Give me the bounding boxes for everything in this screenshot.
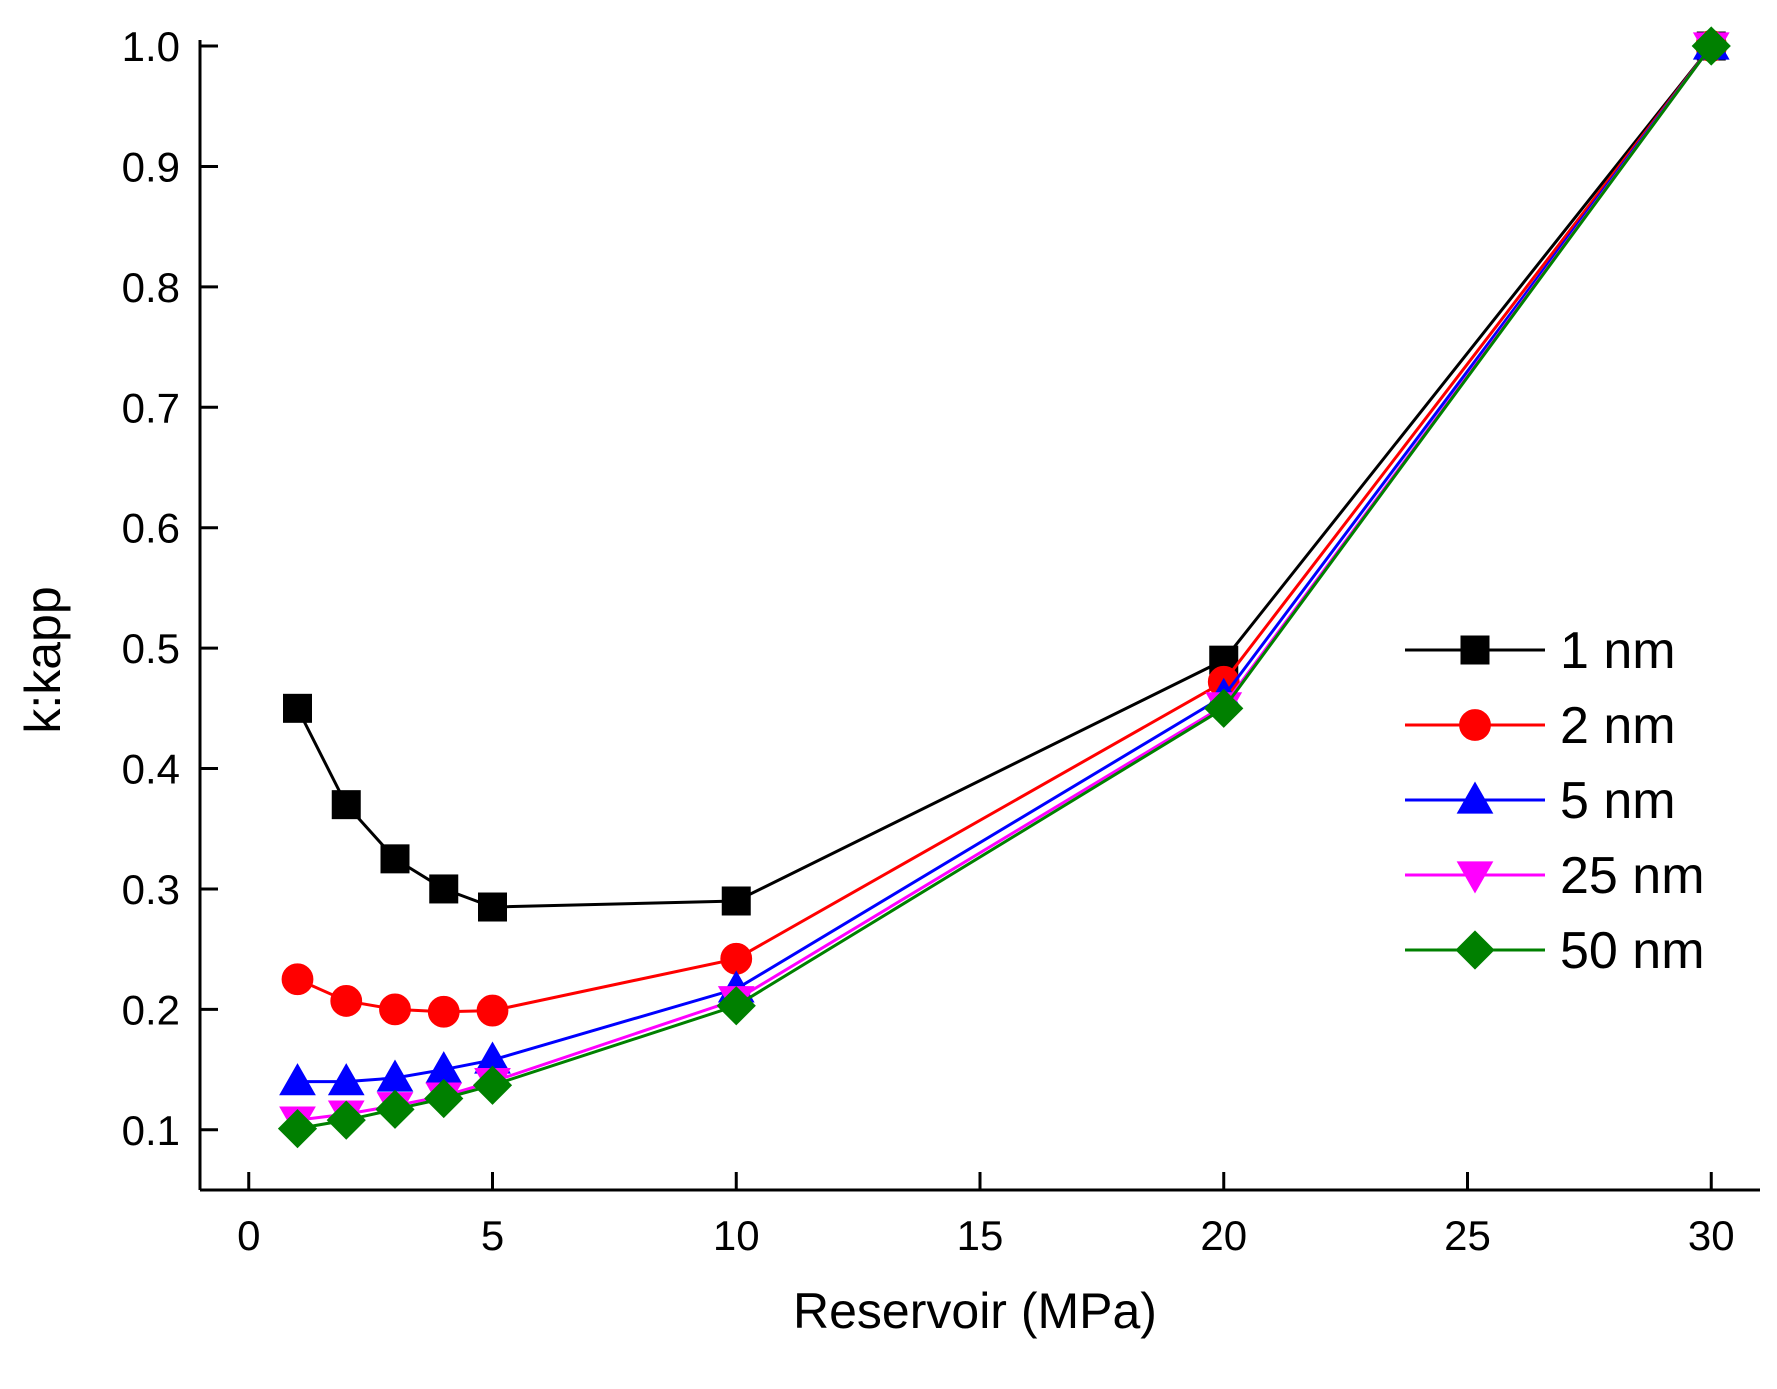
data-point xyxy=(721,886,751,916)
data-point xyxy=(277,1108,318,1149)
data-point xyxy=(1691,26,1731,66)
data-point xyxy=(283,693,312,723)
x-tick-label: 15 xyxy=(957,1212,1004,1259)
data-point xyxy=(472,1065,513,1105)
y-tick-label: 0.5 xyxy=(122,625,180,672)
legend-marker xyxy=(1456,861,1494,894)
data-point xyxy=(1204,688,1244,728)
data-point xyxy=(720,942,753,975)
data-point xyxy=(326,1100,366,1140)
x-tick-label: 10 xyxy=(713,1212,760,1259)
series-group xyxy=(277,26,1731,1149)
legend-marker xyxy=(1460,635,1490,665)
legend-label: 2 nm xyxy=(1560,697,1676,755)
series-2-nm xyxy=(281,30,1728,1028)
series-line xyxy=(297,45,1713,1084)
axes: 0 5 10 15 20 25 30 0.1 0.2 0.3 0.4 0.5 0.6 0.7 0.8 0.9 1… xyxy=(122,23,1760,1259)
legend-marker xyxy=(1459,709,1491,741)
data-point xyxy=(375,1089,415,1129)
series-line xyxy=(297,45,1713,1131)
data-point xyxy=(478,892,507,922)
x-tick-label: 30 xyxy=(1688,1212,1735,1259)
series-line xyxy=(297,45,1713,1122)
data-point xyxy=(380,844,410,874)
y-axis-title: k:kapp xyxy=(15,586,71,733)
series-5-nm xyxy=(279,27,1730,1096)
series-50-nm xyxy=(277,26,1731,1149)
data-point xyxy=(330,985,363,1017)
legend-item: 1 nm xyxy=(1405,622,1676,680)
y-tick-label: 0.4 xyxy=(122,746,180,793)
data-point xyxy=(476,994,509,1027)
legend-label: 25 nm xyxy=(1560,847,1705,905)
data-point xyxy=(281,963,314,996)
data-point xyxy=(279,1063,316,1096)
y-tick-label: 0.2 xyxy=(122,986,180,1033)
series-line xyxy=(296,45,1713,1014)
legend-label: 50 nm xyxy=(1560,922,1705,980)
series-25-nm xyxy=(279,32,1730,1139)
legend-item: 5 nm xyxy=(1405,772,1676,830)
legend-label: 1 nm xyxy=(1560,622,1676,680)
legend-item: 25 nm xyxy=(1405,847,1705,905)
series-line xyxy=(296,45,1713,909)
x-axis-title: Reservoir (MPa) xyxy=(793,1283,1157,1339)
y-tick-label: 1.0 xyxy=(122,23,180,70)
data-point xyxy=(379,993,411,1026)
y-tick-label: 0.3 xyxy=(122,866,180,913)
series-1-nm xyxy=(283,31,1726,922)
y-tick-label: 0.1 xyxy=(122,1107,180,1154)
x-tick-label: 0 xyxy=(237,1212,260,1259)
y-tick-label: 0.7 xyxy=(122,384,180,431)
legend-item: 50 nm xyxy=(1405,922,1705,980)
x-tick-label: 5 xyxy=(481,1212,504,1259)
data-point xyxy=(424,1078,464,1119)
legend-marker xyxy=(1455,930,1495,970)
data-point xyxy=(427,995,460,1028)
data-point xyxy=(327,1063,365,1096)
data-point xyxy=(716,986,756,1026)
legend-item: 2 nm xyxy=(1405,697,1676,755)
x-tick-label: 25 xyxy=(1444,1212,1491,1259)
y-tick-label: 0.8 xyxy=(122,264,180,311)
y-tick-label: 0.9 xyxy=(122,143,180,190)
data-point xyxy=(429,874,459,904)
legend: 1 nm 2 nm 5 nm 25 nm 50 nm xyxy=(1405,622,1705,980)
x-tick-label: 20 xyxy=(1200,1212,1247,1259)
legend-marker xyxy=(1456,781,1494,814)
legend-label: 5 nm xyxy=(1560,772,1676,830)
data-point xyxy=(331,790,361,820)
y-tick-label: 0.6 xyxy=(122,505,180,552)
